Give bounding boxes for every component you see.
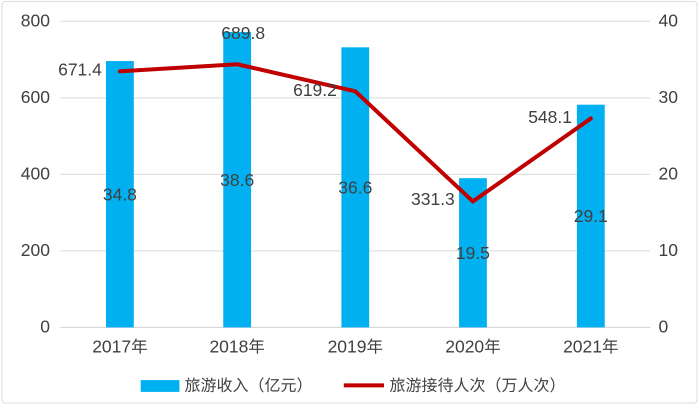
svg-text:2017: 2017 xyxy=(92,336,131,356)
svg-text:600: 600 xyxy=(21,87,50,107)
svg-text:20: 20 xyxy=(659,164,679,184)
svg-text:10: 10 xyxy=(659,240,679,260)
svg-text:400: 400 xyxy=(21,164,50,184)
svg-text:2021: 2021 xyxy=(563,336,602,356)
svg-text:2020: 2020 xyxy=(445,336,484,356)
svg-text:200: 200 xyxy=(21,240,50,260)
svg-text:34.8: 34.8 xyxy=(103,184,137,204)
svg-text:671.4: 671.4 xyxy=(58,60,102,80)
svg-text:331.3: 331.3 xyxy=(411,189,455,209)
svg-text:40: 40 xyxy=(659,11,679,31)
svg-text:36.6: 36.6 xyxy=(338,177,372,197)
svg-text:30: 30 xyxy=(659,87,679,107)
svg-text:800: 800 xyxy=(21,11,50,31)
svg-text:689.8: 689.8 xyxy=(221,23,265,43)
svg-text:0: 0 xyxy=(659,317,669,337)
svg-text:619.2: 619.2 xyxy=(293,80,337,100)
svg-text:2018: 2018 xyxy=(209,336,248,356)
svg-text:29.1: 29.1 xyxy=(574,206,608,226)
svg-text:2019: 2019 xyxy=(328,336,367,356)
svg-text:548.1: 548.1 xyxy=(528,107,572,127)
svg-text:19.5: 19.5 xyxy=(456,243,490,263)
svg-text:38.6: 38.6 xyxy=(220,170,254,190)
svg-text:0: 0 xyxy=(40,317,50,337)
